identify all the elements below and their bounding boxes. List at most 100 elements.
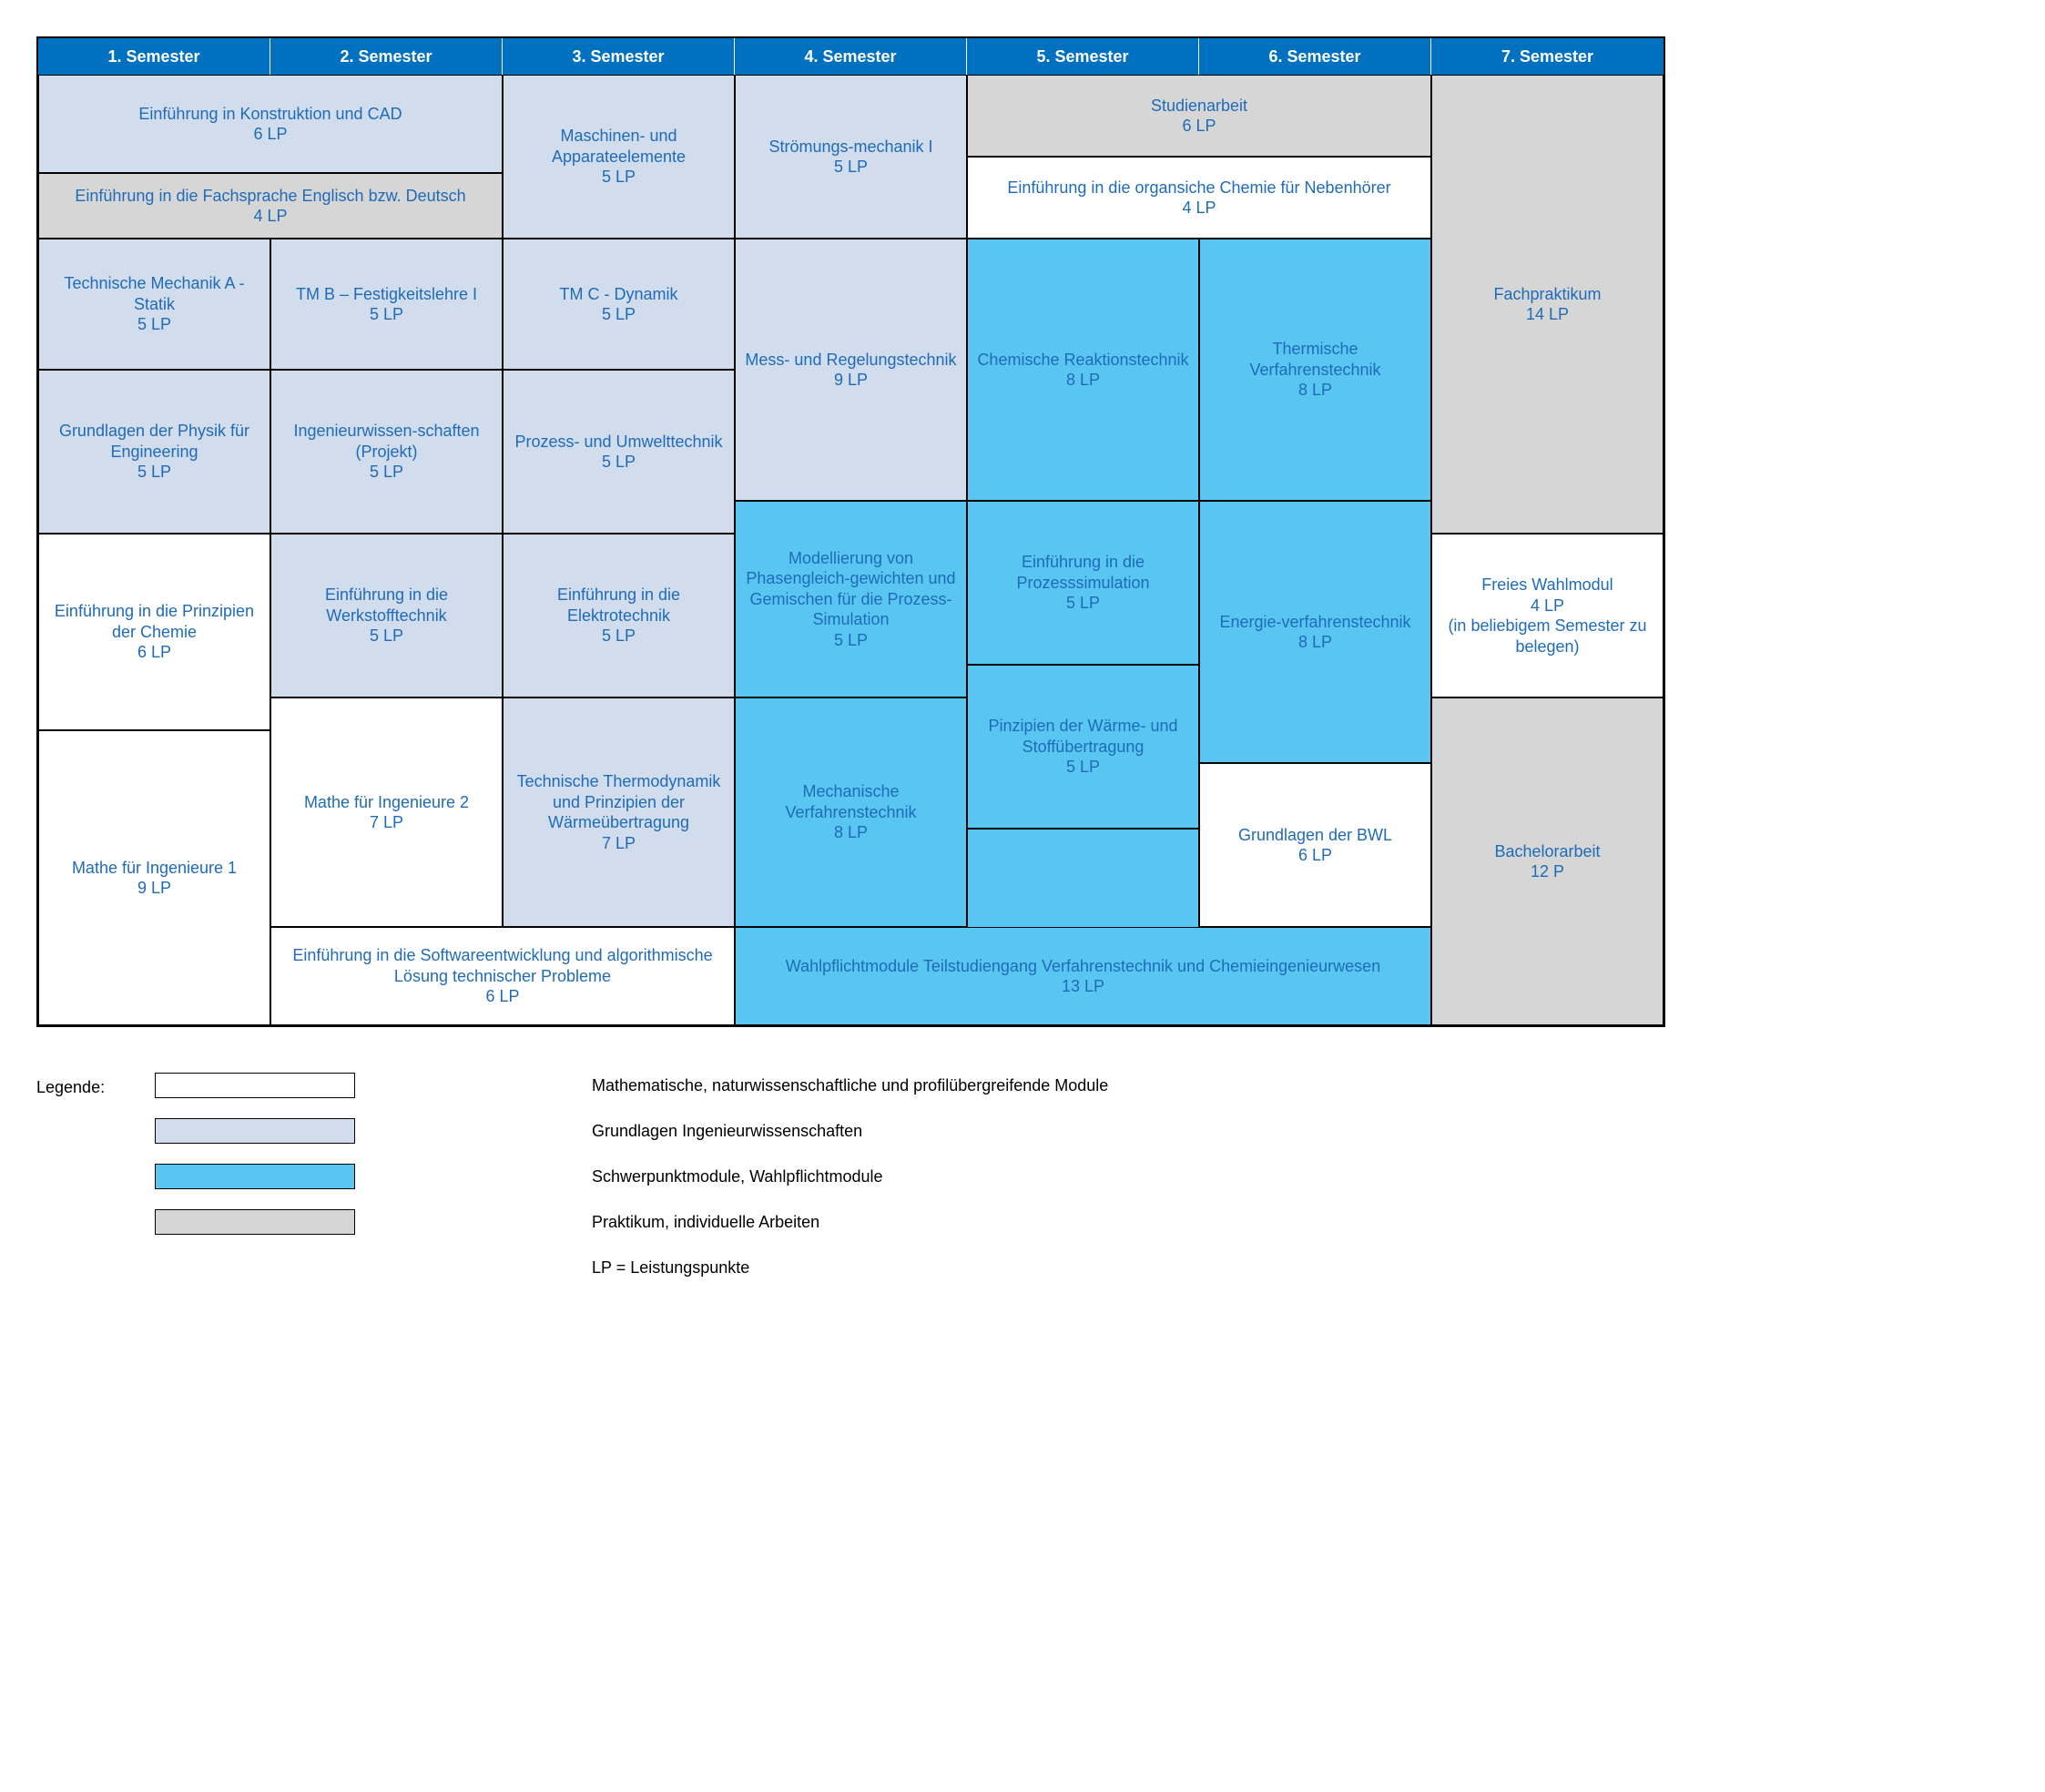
module-cell: Bachelorarbeit12 P [1431, 697, 1663, 1025]
legend-swatch [155, 1164, 355, 1189]
module-title: Wahlpflichtmodule Teilstudiengang Verfah… [786, 956, 1380, 977]
module-lp: 7 LP [370, 812, 403, 833]
module-cell: Grundlagen der BWL6 LP [1199, 763, 1431, 927]
legend-swatch [155, 1073, 355, 1098]
module-cell: Mechanische Verfahrenstechnik8 LP [735, 697, 967, 927]
module-lp: 5 LP [370, 626, 403, 647]
legend-swatch [155, 1118, 355, 1144]
module-lp: 9 LP [834, 370, 868, 391]
legend-text: Schwerpunktmodule, Wahlpflichtmodule [592, 1167, 883, 1186]
module-cell: Einführung in Konstruktion und CAD6 LP [38, 75, 503, 173]
module-cell: Maschinen- und Apparateelemente5 LP [503, 75, 735, 239]
module-title: Einführung in die Softwareentwicklung un… [280, 945, 725, 986]
module-lp: 5 LP [1066, 593, 1100, 614]
module-title: Chemische Reaktionstechnik [977, 350, 1188, 371]
module-title: TM C - Dynamik [560, 284, 678, 305]
module-lp: 6 LP [1182, 116, 1216, 137]
module-cell [967, 829, 1199, 927]
module-title: Fachpraktikum [1493, 284, 1601, 305]
module-lp: 7 LP [602, 833, 636, 854]
semester-header: 3. Semester [503, 38, 735, 75]
module-title: Energie-verfahrenstechnik [1219, 612, 1410, 633]
semester-header: 6. Semester [1199, 38, 1431, 75]
module-lp: 6 LP [253, 124, 287, 145]
module-lp: 5 LP [602, 452, 636, 473]
module-title: Mathe für Ingenieure 2 [304, 792, 469, 813]
module-cell: Einführung in die Elektrotechnik5 LP [503, 534, 735, 697]
module-cell: Chemische Reaktionstechnik8 LP [967, 239, 1199, 501]
module-lp: 4 LP [253, 206, 287, 227]
module-cell: Prozess- und Umwelttechnik5 LP [503, 370, 735, 534]
module-cell: Technische Mechanik A - Statik5 LP [38, 239, 270, 370]
module-title: Mathe für Ingenieure 1 [72, 858, 237, 879]
module-cell: TM B – Festigkeitslehre I5 LP [270, 239, 503, 370]
module-cell: TM C - Dynamik5 LP [503, 239, 735, 370]
module-cell: Mess- und Regelungstechnik9 LP [735, 239, 967, 501]
module-cell: Freies Wahlmodul4 LP(in beliebigem Semes… [1431, 534, 1663, 697]
module-lp: 5 LP [137, 314, 171, 335]
module-cell: Einführung in die organsiche Chemie für … [967, 157, 1431, 239]
module-title: Bachelorarbeit [1494, 841, 1600, 862]
module-title: TM B – Festigkeitslehre I [296, 284, 477, 305]
semester-header: 4. Semester [735, 38, 967, 75]
module-lp: 5 LP [602, 626, 636, 647]
module-title: Grundlagen der Physik für Engineering [48, 421, 260, 462]
module-lp: 12 P [1531, 861, 1564, 882]
module-cell: Thermische Verfahrenstechnik8 LP [1199, 239, 1431, 501]
module-lp: 14 LP [1526, 304, 1569, 325]
module-lp: 6 LP [485, 986, 519, 1007]
module-cell: Einführung in die Werkstofftechnik5 LP [270, 534, 503, 697]
module-title: Prozess- und Umwelttechnik [514, 432, 722, 453]
module-cell: Einführung in die Softwareentwicklung un… [270, 927, 735, 1025]
module-title: Pinzipien der Wärme- und Stoffübertragun… [977, 716, 1189, 757]
module-title: Thermische Verfahrenstechnik [1209, 339, 1421, 380]
module-lp: 6 LP [1298, 845, 1332, 866]
module-cell: Technische Thermodynamik und Prinzipien … [503, 697, 735, 927]
module-title: Einführung in die Prinzipien der Chemie [48, 601, 260, 642]
semester-header: 2. Semester [270, 38, 503, 75]
module-cell: Einführung in die Prozesssimulation5 LP [967, 501, 1199, 665]
semester-header: 1. Semester [38, 38, 270, 75]
module-title: Technische Thermodynamik und Prinzipien … [513, 771, 725, 833]
module-lp: 5 LP [834, 630, 868, 651]
legend-footnote: LP = Leistungspunkte [592, 1258, 749, 1278]
module-cell: Strömungs-mechanik I5 LP [735, 75, 967, 239]
module-lp: 9 LP [137, 878, 171, 899]
module-cell: Einführung in die Prinzipien der Chemie6… [38, 534, 270, 730]
module-cell: Fachpraktikum14 LP [1431, 75, 1663, 534]
module-title: Freies Wahlmodul4 LP(in beliebigem Semes… [1441, 575, 1653, 657]
legend: Legende: Mathematische, naturwissenschaf… [36, 1073, 2009, 1280]
module-title: Einführung in Konstruktion und CAD [138, 104, 402, 125]
legend-label: Legende: [36, 1074, 155, 1097]
curriculum-plan: 1. Semester2. Semester3. Semester4. Seme… [36, 36, 1665, 1027]
module-cell: Studienarbeit6 LP [967, 75, 1431, 157]
module-lp: 5 LP [370, 304, 403, 325]
module-lp: 5 LP [370, 462, 403, 483]
semester-header: 5. Semester [967, 38, 1199, 75]
module-title: Studienarbeit [1151, 96, 1247, 117]
module-cell: Pinzipien der Wärme- und Stoffübertragun… [967, 665, 1199, 829]
module-cell: Wahlpflichtmodule Teilstudiengang Verfah… [735, 927, 1431, 1025]
semester-header-row: 1. Semester2. Semester3. Semester4. Seme… [38, 38, 1663, 75]
module-title: Einführung in die Elektrotechnik [513, 585, 725, 626]
legend-text: Grundlagen Ingenieurwissenschaften [592, 1122, 862, 1141]
module-lp: 13 LP [1062, 976, 1104, 997]
module-title: Mechanische Verfahrenstechnik [745, 781, 957, 822]
module-lp: 8 LP [1298, 632, 1332, 653]
module-title: Maschinen- und Apparateelemente [513, 126, 725, 167]
module-lp: 8 LP [1066, 370, 1100, 391]
legend-text: Praktikum, individuelle Arbeiten [592, 1213, 819, 1232]
legend-text: Mathematische, naturwissenschaftliche un… [592, 1076, 1108, 1095]
module-title: Einführung in die Prozesssimulation [977, 552, 1189, 593]
module-lp: 8 LP [1298, 380, 1332, 401]
module-title: Einführung in die Fachsprache Englisch b… [75, 186, 465, 207]
module-cell: Ingenieurwissen-schaften (Projekt)5 LP [270, 370, 503, 534]
module-lp: 8 LP [834, 822, 868, 843]
module-cell: Mathe für Ingenieure 19 LP [38, 730, 270, 1025]
semester-header: 7. Semester [1431, 38, 1663, 75]
module-lp: 6 LP [137, 642, 171, 663]
module-cell: Modellierung von Phasengleich-gewichten … [735, 501, 967, 697]
module-lp: 5 LP [602, 304, 636, 325]
module-lp: 5 LP [1066, 757, 1100, 778]
module-title: Grundlagen der BWL [1238, 825, 1392, 846]
